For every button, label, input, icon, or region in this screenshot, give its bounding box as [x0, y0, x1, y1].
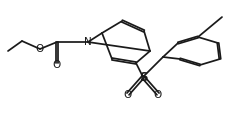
Text: O: O: [36, 44, 44, 54]
Text: N: N: [84, 37, 91, 47]
Text: O: O: [123, 90, 132, 100]
Text: O: O: [53, 59, 61, 69]
Text: S: S: [138, 71, 147, 84]
Text: O: O: [153, 90, 162, 100]
